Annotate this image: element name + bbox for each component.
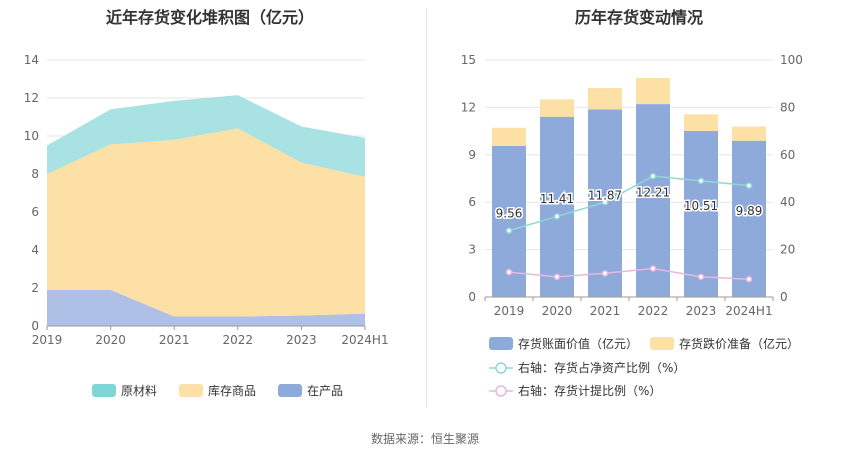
y2-tick-label: 40 <box>780 195 795 209</box>
line-net-asset-ratio <box>508 175 750 232</box>
y-tick-label: 3 <box>468 243 476 257</box>
y-tick-label: 0 <box>468 290 476 304</box>
bar-book-value <box>684 130 718 297</box>
y2-tick-label: 20 <box>780 243 795 257</box>
legend-marker <box>495 385 507 397</box>
legend-swatch <box>92 384 116 397</box>
point-net-asset-ratio <box>601 198 609 206</box>
x-tick-label: 2020 <box>95 333 126 347</box>
point-net-asset-ratio <box>553 213 561 220</box>
bar-book-value <box>540 116 574 297</box>
point-net-asset-ratio <box>697 177 705 185</box>
legend-label: 库存商品 <box>208 383 256 398</box>
bar-book-value <box>636 104 670 297</box>
bar-value-label: 9.56 <box>496 207 523 221</box>
bar-value-label: 11.41 <box>540 192 574 206</box>
legend-label: 原材料 <box>121 384 157 398</box>
point-provision-ratio <box>505 268 513 276</box>
y-tick-label: 8 <box>31 167 39 181</box>
bar-impairment-reserve <box>588 88 622 110</box>
x-tick-label: 2019 <box>494 304 525 318</box>
legend-marker <box>495 362 507 374</box>
left-chart-title: 近年存货变化堆积图（亿元） <box>105 8 314 27</box>
line-provision-ratio <box>508 267 750 280</box>
bar-value-label: 12.21 <box>636 186 670 200</box>
bar-impairment-reserve <box>540 99 574 117</box>
bar-impairment-reserve <box>684 114 718 131</box>
legend-label: 存货跌价准备（亿元） <box>679 336 799 351</box>
legend-label: 在产品 <box>307 384 343 398</box>
right-chart-title: 历年存货变动情况 <box>574 8 703 27</box>
y2-tick-label: 0 <box>780 290 788 304</box>
y2-tick-label: 60 <box>780 148 795 162</box>
point-provision-ratio <box>649 265 657 272</box>
x-tick-label: 2023 <box>286 333 317 347</box>
legend-label: 右轴：存货计提比例（%） <box>518 383 661 398</box>
inventory-bar-line-chart: 0 3 6 9 12 15 0 20 40 60 80 100 9.56 11.41 11.87 12.21 1… <box>461 53 803 398</box>
bar-impairment-reserve <box>636 78 670 105</box>
legend-swatch <box>278 384 302 397</box>
y-tick-label: 0 <box>31 319 39 333</box>
y-tick-label: 4 <box>31 243 39 257</box>
point-net-asset-ratio <box>505 227 513 234</box>
data-source-note: 数据来源：恒生聚源 <box>370 432 479 446</box>
legend-swatch <box>650 337 674 350</box>
legend-label: 右轴：存货占净资产比例（%） <box>518 360 685 375</box>
bar-impairment-reserve <box>492 127 526 146</box>
legend-swatch <box>179 384 203 397</box>
x-tick-label: 2022 <box>223 333 254 347</box>
x-tick-label: 2024H1 <box>725 304 772 318</box>
area-在产品 <box>47 289 365 326</box>
point-provision-ratio <box>697 273 705 281</box>
y-tick-label: 2 <box>31 281 39 295</box>
inventory-change-panel: 历年存货变动情况 0 3 6 9 12 15 0 20 40 60 80 100 9.56 11.41 11… <box>428 0 850 420</box>
y-tick-label: 15 <box>461 53 476 67</box>
point-provision-ratio <box>601 270 609 277</box>
y-tick-label: 14 <box>24 53 39 67</box>
x-tick-label: 2024H1 <box>341 333 388 347</box>
y-tick-label: 6 <box>31 205 39 219</box>
point-provision-ratio <box>553 273 561 281</box>
y2-tick-label: 100 <box>780 53 803 67</box>
area-库存商品 <box>47 128 365 317</box>
legend-label: 存货账面价值（亿元） <box>518 336 638 351</box>
y-tick-label: 12 <box>24 91 39 105</box>
y-tick-label: 10 <box>24 129 39 143</box>
y2-tick-label: 80 <box>780 100 795 114</box>
y-tick-label: 6 <box>468 195 476 209</box>
y-tick-label: 12 <box>461 100 476 114</box>
inventory-stacked-area-chart: 0 2 4 6 8 10 12 14 2019 2020 2021 2022 2023 2024H1 原材料… <box>24 53 389 398</box>
panel-divider <box>426 8 427 408</box>
bar-value-label: 9.89 <box>736 204 763 218</box>
x-tick-label: 2021 <box>590 304 621 318</box>
bar-impairment-reserve <box>732 126 766 141</box>
x-tick-label: 2023 <box>686 304 717 318</box>
point-net-asset-ratio <box>649 172 657 180</box>
bar-value-label: 11.87 <box>588 188 622 202</box>
bar-value-label: 10.51 <box>684 199 718 213</box>
point-net-asset-ratio <box>745 182 753 189</box>
inventory-stacked-area-panel: 近年存货变化堆积图（亿元） 0 2 4 6 8 10 12 14 2019 2020 2021 202… <box>0 0 420 420</box>
y-tick-label: 9 <box>468 148 476 162</box>
bar-book-value <box>732 140 766 297</box>
x-tick-label: 2021 <box>159 333 190 347</box>
x-tick-label: 2020 <box>542 304 573 318</box>
area-原材料 <box>47 95 365 177</box>
legend-swatch <box>489 337 513 350</box>
x-tick-label: 2022 <box>638 304 669 318</box>
x-tick-label: 2019 <box>32 333 63 347</box>
point-provision-ratio <box>745 275 753 283</box>
